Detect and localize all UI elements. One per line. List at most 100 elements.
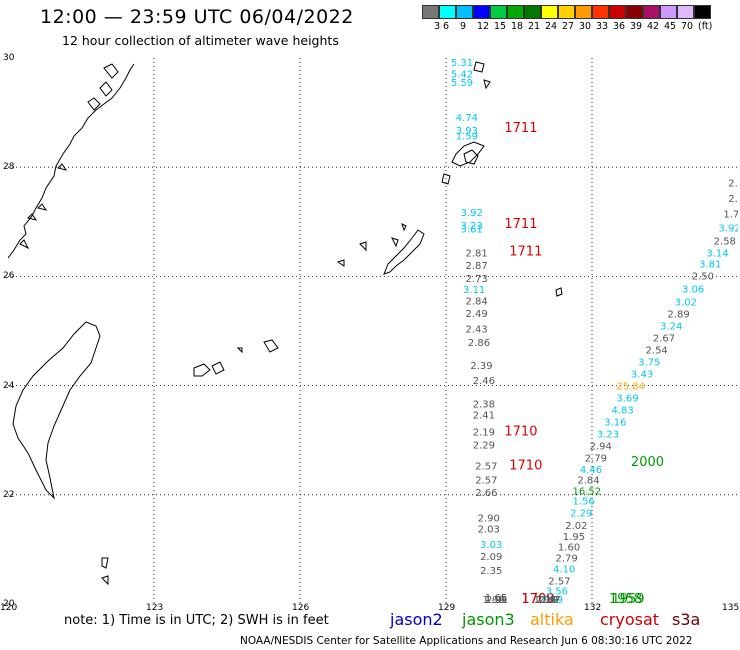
lat-tick-label: 26 xyxy=(3,271,15,282)
wave-height-label: 4.74 xyxy=(456,113,478,124)
wave-height-label: 1.99 xyxy=(485,595,507,604)
wave-height-label: 2.47 xyxy=(538,595,560,604)
wave-height-label: 2.54 xyxy=(646,346,668,357)
wave-height-label: 2.73 xyxy=(465,274,487,285)
scale-swatch xyxy=(643,5,660,19)
wave-height-label: 3.06 xyxy=(682,284,704,295)
wave-height-label: 3.92 xyxy=(719,223,738,234)
scale-label: 39 xyxy=(630,21,643,32)
wave-height-label: 5.42 xyxy=(451,69,473,80)
wave-height-label: 1.59 xyxy=(456,132,478,143)
satellite-legend-s3a: s3a xyxy=(672,610,701,629)
wave-height-label: 2.29 xyxy=(473,441,495,452)
okinoerabu-island xyxy=(441,173,451,185)
scale-label: 30 xyxy=(579,21,592,32)
wave-height-label: 2.79 xyxy=(585,454,607,465)
wave-height-label: 2.02 xyxy=(565,521,587,532)
wave-height-label: 2.86 xyxy=(468,338,490,349)
wave-height-label: 2.57 xyxy=(475,461,497,472)
pass-time-label: 1959 xyxy=(611,592,644,604)
scale-swatch xyxy=(609,5,626,19)
wave-height-label: 2.90 xyxy=(478,514,500,525)
scale-swatch xyxy=(592,5,609,19)
credit-line: NOAA/NESDIS Center for Satellite Applica… xyxy=(240,635,693,647)
wave-height-label: 2.57 xyxy=(475,476,497,487)
wave-height-label: 3.75 xyxy=(638,358,660,369)
wave-height-label: 4.83 xyxy=(611,406,633,417)
page-subtitle: 12 hour collection of altimeter wave hei… xyxy=(62,33,339,48)
wave-height-label: 4.10 xyxy=(553,565,575,576)
satellite-legend-cryosat: cryosat xyxy=(600,610,660,629)
wave-height-label: 2.57 xyxy=(548,577,570,588)
scale-label: 27 xyxy=(562,21,575,32)
pass-time-label: 1958 xyxy=(609,592,642,604)
wave-height-label: 3.93 xyxy=(456,126,478,137)
scale-swatch xyxy=(558,5,575,19)
wave-height-label: 2.29 xyxy=(570,508,592,519)
wave-height-label: 1.65 xyxy=(485,593,507,604)
scale-label: 18 xyxy=(511,21,524,32)
wave-height-label: 3.23 xyxy=(461,221,483,232)
altimeter-map: 5.315.425.594.743.931.5917113.923.233.61… xyxy=(8,58,738,604)
wave-height-label: 2.67 xyxy=(653,334,675,345)
satellite-legend-jason3: jason3 xyxy=(462,610,515,629)
scale-swatch xyxy=(626,5,643,19)
lon-tick-label: 126 xyxy=(292,603,310,613)
wave-height-label: 2.58 xyxy=(714,236,736,247)
scale-label: 21 xyxy=(528,21,541,32)
pass-time-label: 1711 xyxy=(509,244,542,259)
okinawa-island xyxy=(383,229,425,275)
wave-height-label: 2.81 xyxy=(465,248,487,259)
wave-height-label: 1.60 xyxy=(558,543,580,554)
wave-height-label: 2.49 xyxy=(541,595,563,604)
footer-note: note: 1) Time is in UTC; 2) SWH is in fe… xyxy=(64,613,329,628)
scale-swatch xyxy=(490,5,507,19)
satellite-legend-altika: altika xyxy=(530,610,574,629)
wave-height-label: 2.19 xyxy=(536,595,558,604)
wave-height-label: 2.91 xyxy=(486,595,508,604)
scale-swatch xyxy=(524,5,541,19)
pass-time-label: 1709 xyxy=(521,592,554,604)
pass-time-label: 2000 xyxy=(631,455,664,470)
scale-label: 24 xyxy=(545,21,558,32)
wave-height-label: 3.11 xyxy=(463,285,485,296)
lon-tick-label: 120 xyxy=(0,603,18,613)
wave-height-label: 3.61 xyxy=(461,224,483,235)
wave-height-label: 2.46 xyxy=(473,376,495,387)
lon-tick-label: 135 xyxy=(722,603,740,613)
wave-height-label: 2.87 xyxy=(465,261,487,272)
wave-height-label: 1.7 xyxy=(723,210,738,221)
scale-swatch xyxy=(694,5,711,19)
lon-tick-label: 132 xyxy=(584,603,602,613)
wave-height-label: 3.16 xyxy=(604,418,626,429)
scale-label: 15 xyxy=(494,21,507,32)
lat-tick-label: 28 xyxy=(3,162,15,173)
scale-swatch xyxy=(507,5,524,19)
wave-height-label: 5.59 xyxy=(451,78,473,89)
page-title: 12:00 — 23:59 UTC 06/04/2022 xyxy=(40,6,354,28)
scale-label: 42 xyxy=(647,21,660,32)
china-coastline xyxy=(8,63,135,259)
wave-height-label: 2.49 xyxy=(465,309,487,320)
yaeyama-islands xyxy=(193,347,243,377)
wave-height-label: 2.19 xyxy=(473,427,495,438)
wave-height-label: 2.35 xyxy=(480,566,502,577)
wave-height-label: 3.24 xyxy=(660,322,682,333)
scale-label: 45 xyxy=(664,21,677,32)
wave-height-label: 3.23 xyxy=(597,430,619,441)
scale-label: 9 xyxy=(460,21,467,32)
pass-time-label: 1711 xyxy=(504,121,537,136)
wave-height-label: 1.99 xyxy=(534,595,556,604)
wave-height-label: 2.39 xyxy=(470,361,492,372)
daito-island xyxy=(555,287,563,297)
wave-height-label: 3.43 xyxy=(631,370,653,381)
wave-height-label: 2.09 xyxy=(480,552,502,563)
wave-height-label: 2.3 xyxy=(728,178,738,189)
yakushima-island xyxy=(463,149,479,165)
lon-tick-label: 123 xyxy=(146,603,164,613)
wave-height-label: 16.52 xyxy=(573,486,602,497)
scale-label: 36 xyxy=(613,21,626,32)
taiwan-coastline xyxy=(12,321,101,500)
scale-label: 70 xyxy=(681,21,694,32)
batanes-islands xyxy=(101,557,109,586)
